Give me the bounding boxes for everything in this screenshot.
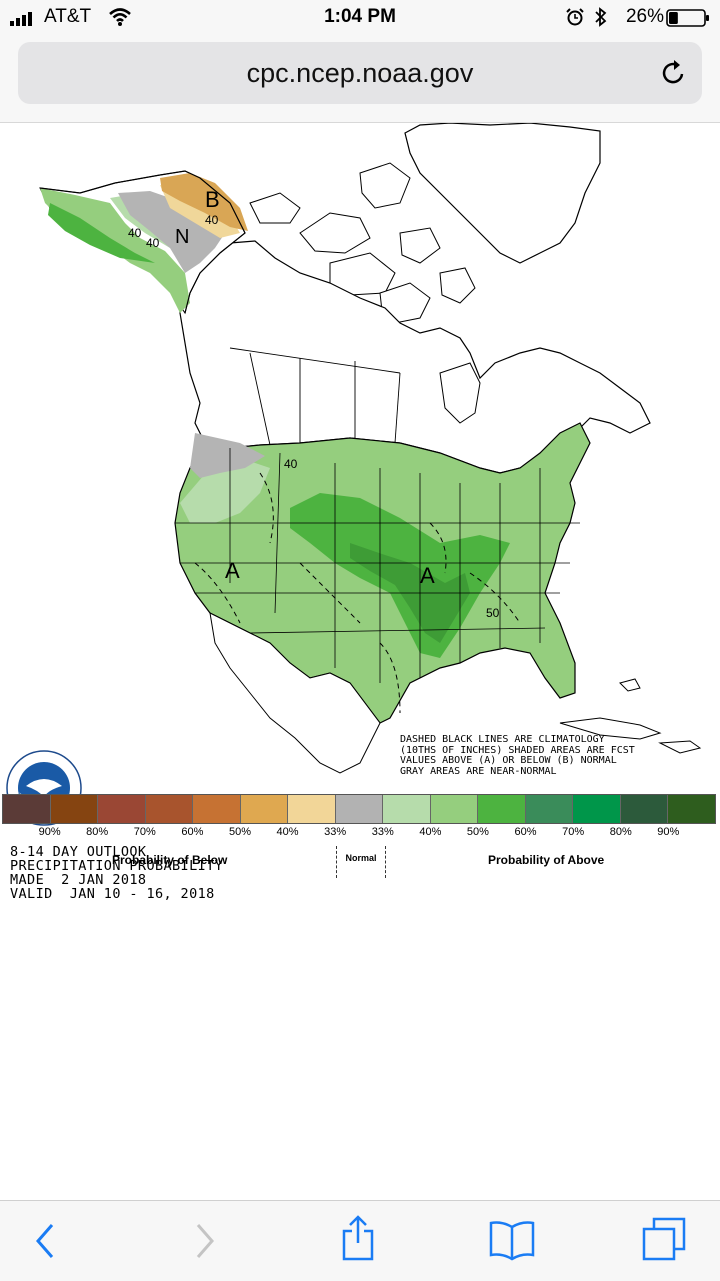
battery-percent: 26%	[625, 6, 664, 27]
scale-swatch	[193, 795, 241, 823]
normal-box: Normal	[336, 846, 386, 878]
climatology-contours	[194, 472, 521, 714]
forward-icon[interactable]	[190, 1219, 220, 1263]
hudson-bay	[439, 362, 481, 424]
map-legend-note: DASHED BLACK LINES ARE CLIMATOLOGY (10TH…	[400, 734, 635, 777]
scale-label: 80%	[86, 826, 109, 838]
scale-swatch	[3, 795, 51, 823]
map-label-a-west: A	[225, 558, 240, 583]
scale-swatch	[383, 795, 431, 823]
alaska-below-40	[160, 173, 248, 231]
probability-scale-labels: 90% 80% 70% 60% 50% 40% 33% 33% 40% 50% 60% 70% 80% 9…	[2, 826, 716, 842]
precipitation-map: B 40 N 40 40 A A 40 50	[39, 123, 702, 774]
scale-label: 60%	[181, 826, 204, 838]
probability-color-scale	[2, 794, 716, 824]
scale-swatch	[478, 795, 526, 823]
alaska-coastline	[39, 170, 246, 314]
scale-label: 60%	[514, 826, 537, 838]
alaska-above-50	[48, 203, 155, 263]
signal-icon	[10, 12, 32, 26]
wifi-icon	[109, 8, 131, 26]
legend-note-line-4: GRAY AREAS ARE NEAR-NORMAL	[400, 765, 557, 777]
map-label-b-value: 40	[205, 213, 219, 227]
bluetooth-icon	[595, 7, 607, 27]
caption-line-4: VALID JAN 10 - 16, 2018	[10, 886, 215, 902]
map-label-alaska-40a: 40	[128, 226, 142, 240]
caribbean-islands	[559, 678, 702, 754]
scale-label: 40%	[419, 826, 442, 838]
province-borders	[229, 347, 401, 446]
tabs-icon[interactable]	[640, 1215, 688, 1263]
map-label-40: 40	[284, 457, 298, 471]
scale-label: 33%	[371, 826, 394, 838]
scale-swatch	[668, 795, 715, 823]
status-bar: AT&T 1:04 PM 26%	[0, 0, 720, 36]
scale-swatch	[430, 795, 479, 823]
scale-label: 90%	[38, 826, 61, 838]
scale-label: 50%	[228, 826, 251, 838]
below-label: Probability of Below	[112, 853, 228, 867]
scale-label: 33%	[324, 826, 347, 838]
carrier-name: AT&T	[44, 6, 92, 27]
legend-note-line-3: VALUES ABOVE (A) OR BELOW (B) NORMAL	[400, 755, 617, 766]
state-borders	[175, 448, 580, 683]
normal-label: Normal	[345, 853, 377, 863]
scale-swatch	[335, 795, 384, 823]
scale-swatch	[145, 795, 194, 823]
caption-line-2: PRECIPITATION PROBABILITY	[10, 858, 224, 874]
battery-icon	[666, 9, 709, 27]
browser-toolbar	[0, 1200, 720, 1281]
scale-label: 50%	[466, 826, 489, 838]
browser-address-area: cpc.ncep.noaa.gov	[0, 36, 720, 123]
outlook-map: B 40 N 40 40 A A 40 50 8-14 DAY OUTLOOK …	[0, 123, 720, 901]
scale-label: 70%	[133, 826, 156, 838]
map-label-b: B	[205, 187, 220, 212]
arctic-islands	[249, 162, 476, 324]
map-label-a-central: A	[420, 563, 435, 588]
scale-swatch	[98, 795, 146, 823]
clock: 1:04 PM	[324, 6, 396, 27]
greenland-outline	[404, 123, 601, 264]
alarm-icon	[566, 8, 584, 26]
legend-note-line-1: DASHED BLACK LINES ARE CLIMATOLOGY	[400, 734, 605, 745]
above-label: Probability of Above	[488, 853, 605, 867]
scale-swatch	[525, 795, 574, 823]
scale-swatch	[288, 795, 336, 823]
share-icon[interactable]	[338, 1213, 378, 1263]
outlook-caption: 8-14 DAY OUTLOOK PRECIPITATION PROBABILI…	[10, 845, 223, 901]
map-label-50: 50	[486, 606, 500, 620]
caption-line-1: 8-14 DAY OUTLOOK	[10, 844, 147, 860]
scale-label: 90%	[657, 826, 680, 838]
address-bar[interactable]: cpc.ncep.noaa.gov	[18, 42, 702, 104]
scale-label: 80%	[609, 826, 632, 838]
reload-icon[interactable]	[660, 59, 688, 87]
bookmarks-icon[interactable]	[488, 1217, 536, 1261]
conus-normal-nw	[190, 433, 265, 478]
caption-line-3: MADE 2 JAN 2018	[10, 872, 147, 888]
scale-label: 70%	[562, 826, 585, 838]
scale-swatch	[240, 795, 289, 823]
scale-swatch	[573, 795, 621, 823]
map-label-alaska-40b: 40	[146, 236, 160, 250]
conus-above-33	[180, 458, 270, 523]
back-icon[interactable]	[30, 1219, 60, 1263]
scale-swatch	[50, 795, 99, 823]
url-text[interactable]: cpc.ncep.noaa.gov	[246, 58, 474, 88]
legend-note-line-2: (10THS OF INCHES) SHADED AREAS ARE FCST	[400, 744, 635, 756]
map-label-n: N	[175, 226, 189, 248]
mexico-outline	[209, 612, 381, 774]
scale-swatch	[620, 795, 669, 823]
scale-label: 40%	[276, 826, 299, 838]
